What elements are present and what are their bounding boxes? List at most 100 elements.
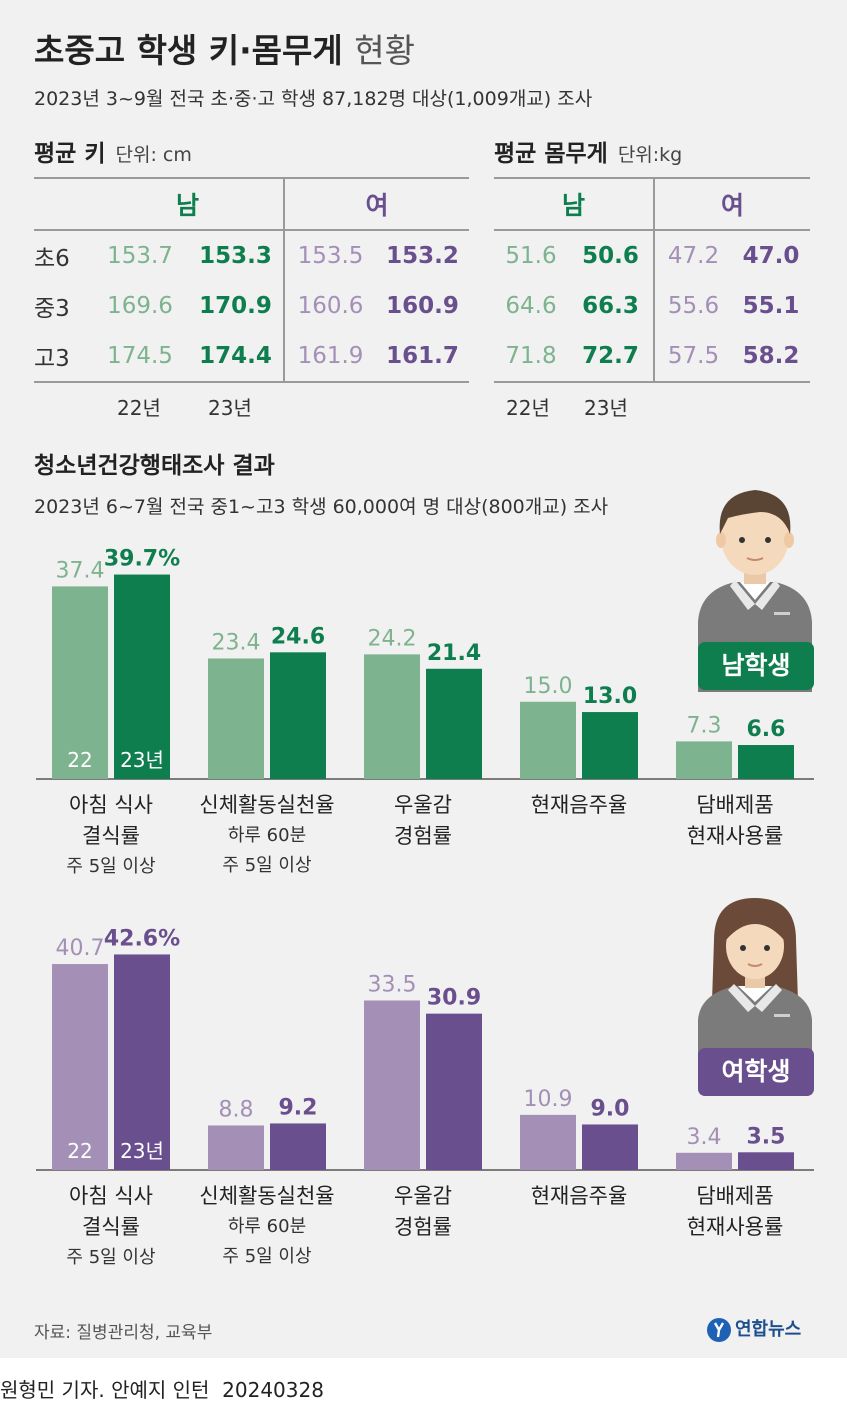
bar-male-22: [364, 654, 420, 779]
bar-value-label: 15.0: [524, 674, 573, 699]
category-label: 현재음주율: [504, 1181, 654, 1212]
cell: 153.5: [283, 230, 376, 281]
bar-female-22: [52, 964, 108, 1170]
bar-value-label: 6.6: [747, 717, 786, 742]
page-title-light: 현황: [354, 31, 415, 70]
bar-value-label: 13.0: [583, 684, 637, 709]
bar-female-23년: [114, 954, 170, 1170]
bar-male-22: [520, 701, 576, 779]
category-text: 현재음주율: [530, 793, 628, 817]
cell: 71.8: [505, 343, 557, 369]
bar-value-label: 42.6%: [104, 926, 180, 951]
survey-bar-charts: 37.4 22 39.7% 23년 23.4 24.6 24.2 21.4 15.0 13.0 7.…: [36, 547, 814, 1171]
cell: 64.6: [505, 293, 557, 319]
category-label: 아침 식사 결식률 주 5일 이상: [36, 1181, 186, 1273]
yonhap-logo: 연합뉴스: [706, 1313, 801, 1345]
category-text: 아침 식사: [69, 1184, 153, 1208]
bar-value-label: 3.5: [747, 1124, 786, 1149]
bar-value-label: 9.2: [279, 1095, 318, 1120]
bar-value-label: 37.4: [56, 558, 105, 583]
weight-unit: 단위:kg: [617, 144, 683, 166]
bar-value-label: 8.8: [219, 1097, 254, 1122]
category-text: 담배제품: [696, 1184, 774, 1208]
category-text: 우울감: [394, 793, 452, 817]
bar-female-22: [520, 1114, 576, 1170]
survey-title: 청소년건강행태조사 결과: [34, 453, 275, 479]
credit-line: 원형민 기자. 안예지 인턴 20240328: [0, 1374, 324, 1403]
bar-female-23년: [270, 1123, 326, 1170]
bar-female-22: [676, 1152, 732, 1170]
height-year-22: 22년: [117, 396, 161, 420]
cell: 72.7: [582, 343, 639, 369]
bar-value-label: 21.4: [427, 641, 481, 666]
bar-female-23년: [582, 1124, 638, 1170]
credit-date: 20240328: [222, 1378, 324, 1402]
cell: 58.2: [742, 343, 800, 369]
category-text: 아침 식사: [69, 793, 153, 817]
category-text: 현재사용률: [686, 824, 784, 848]
category-text: 우울감: [394, 1184, 452, 1208]
bar-value-label: 24.6: [271, 624, 325, 649]
cell: 160.6: [283, 281, 376, 331]
weight-year-22: 22년: [506, 396, 550, 420]
bar-value-label: 24.2: [368, 626, 417, 651]
category-note: 주 5일 이상: [66, 856, 156, 877]
credit-text: 원형민 기자. 안예지 인턴: [0, 1378, 210, 1402]
bar-value-label: 30.9: [427, 986, 481, 1011]
category-note: 하루 60분: [227, 825, 307, 846]
cell: 169.6: [107, 293, 173, 319]
category-text: 경험률: [394, 1215, 452, 1239]
bar-year-label: 22: [67, 1139, 92, 1163]
weight-col-male: 남: [561, 191, 585, 220]
table-row: 고3 174.5 174.4 161.9 161.7: [34, 331, 469, 382]
category-label: 신체활동실천율 하루 60분 주 5일 이상: [192, 1181, 342, 1272]
category-label: 담배제품 현재사용률: [660, 790, 810, 852]
height-col-female: 여: [283, 178, 469, 230]
cell: 161.7: [386, 343, 459, 369]
bar-male-22: [676, 741, 732, 779]
bar-male-23년: [738, 745, 794, 779]
category-label: 신체활동실천율 하루 60분 주 5일 이상: [192, 790, 342, 881]
category-text: 현재음주율: [530, 1184, 628, 1208]
cell: 153.2: [386, 243, 459, 269]
category-text: 신체활동실천율: [199, 1184, 335, 1208]
bar-male-23년: [582, 712, 638, 779]
height-table-title: 평균 키 단위: cm: [34, 141, 192, 167]
bar-value-label: 40.7: [56, 936, 105, 961]
weight-year-23: 23년: [584, 396, 628, 420]
survey-subtitle: 2023년 6~7월 전국 중1~고3 학생 60,000여 명 대상(800개…: [34, 496, 609, 518]
height-table: 남 여 초6 153.7 153.3 153.5 153.2 중3 169.6 …: [34, 177, 469, 383]
cell: 170.9: [199, 293, 272, 319]
cell: 160.9: [386, 293, 459, 319]
bar-male-23년: [426, 668, 482, 779]
category-text: 현재사용률: [686, 1215, 784, 1239]
cell: 47.2: [653, 230, 732, 281]
bar-male-22: [208, 658, 264, 779]
table-row: 51.6 50.6 47.2 47.0: [494, 230, 810, 281]
yonhap-logo-text: 연합뉴스: [735, 1318, 802, 1340]
female-student-illustration: [698, 898, 812, 1080]
height-col-male: 남: [175, 191, 199, 220]
category-text: 경험률: [394, 824, 452, 848]
table-row: 71.8 72.7 57.5 58.2: [494, 331, 810, 382]
category-text: 결식률: [82, 824, 140, 848]
bar-value-label: 23.4: [212, 630, 261, 655]
category-text: 결식률: [82, 1215, 140, 1239]
bar-male-23년: [270, 652, 326, 779]
bar-female-23년: [738, 1152, 794, 1170]
cell: 153.3: [199, 243, 272, 269]
height-year-23: 23년: [208, 396, 252, 420]
row-label: 고3: [34, 346, 70, 372]
category-text: 신체활동실천율: [199, 793, 335, 817]
bar-value-label: 7.3: [687, 713, 722, 738]
bar-value-label: 10.9: [524, 1087, 573, 1112]
category-note: 주 5일 이상: [222, 1246, 312, 1267]
row-label: 초6: [34, 246, 70, 272]
page-title: 초중고 학생 키·몸무게 현황: [34, 31, 415, 70]
bar-value-label: 9.0: [591, 1096, 630, 1121]
bar-value-label: 39.7%: [104, 547, 180, 572]
cell: 66.3: [582, 293, 639, 319]
height-unit: 단위: cm: [115, 144, 192, 166]
